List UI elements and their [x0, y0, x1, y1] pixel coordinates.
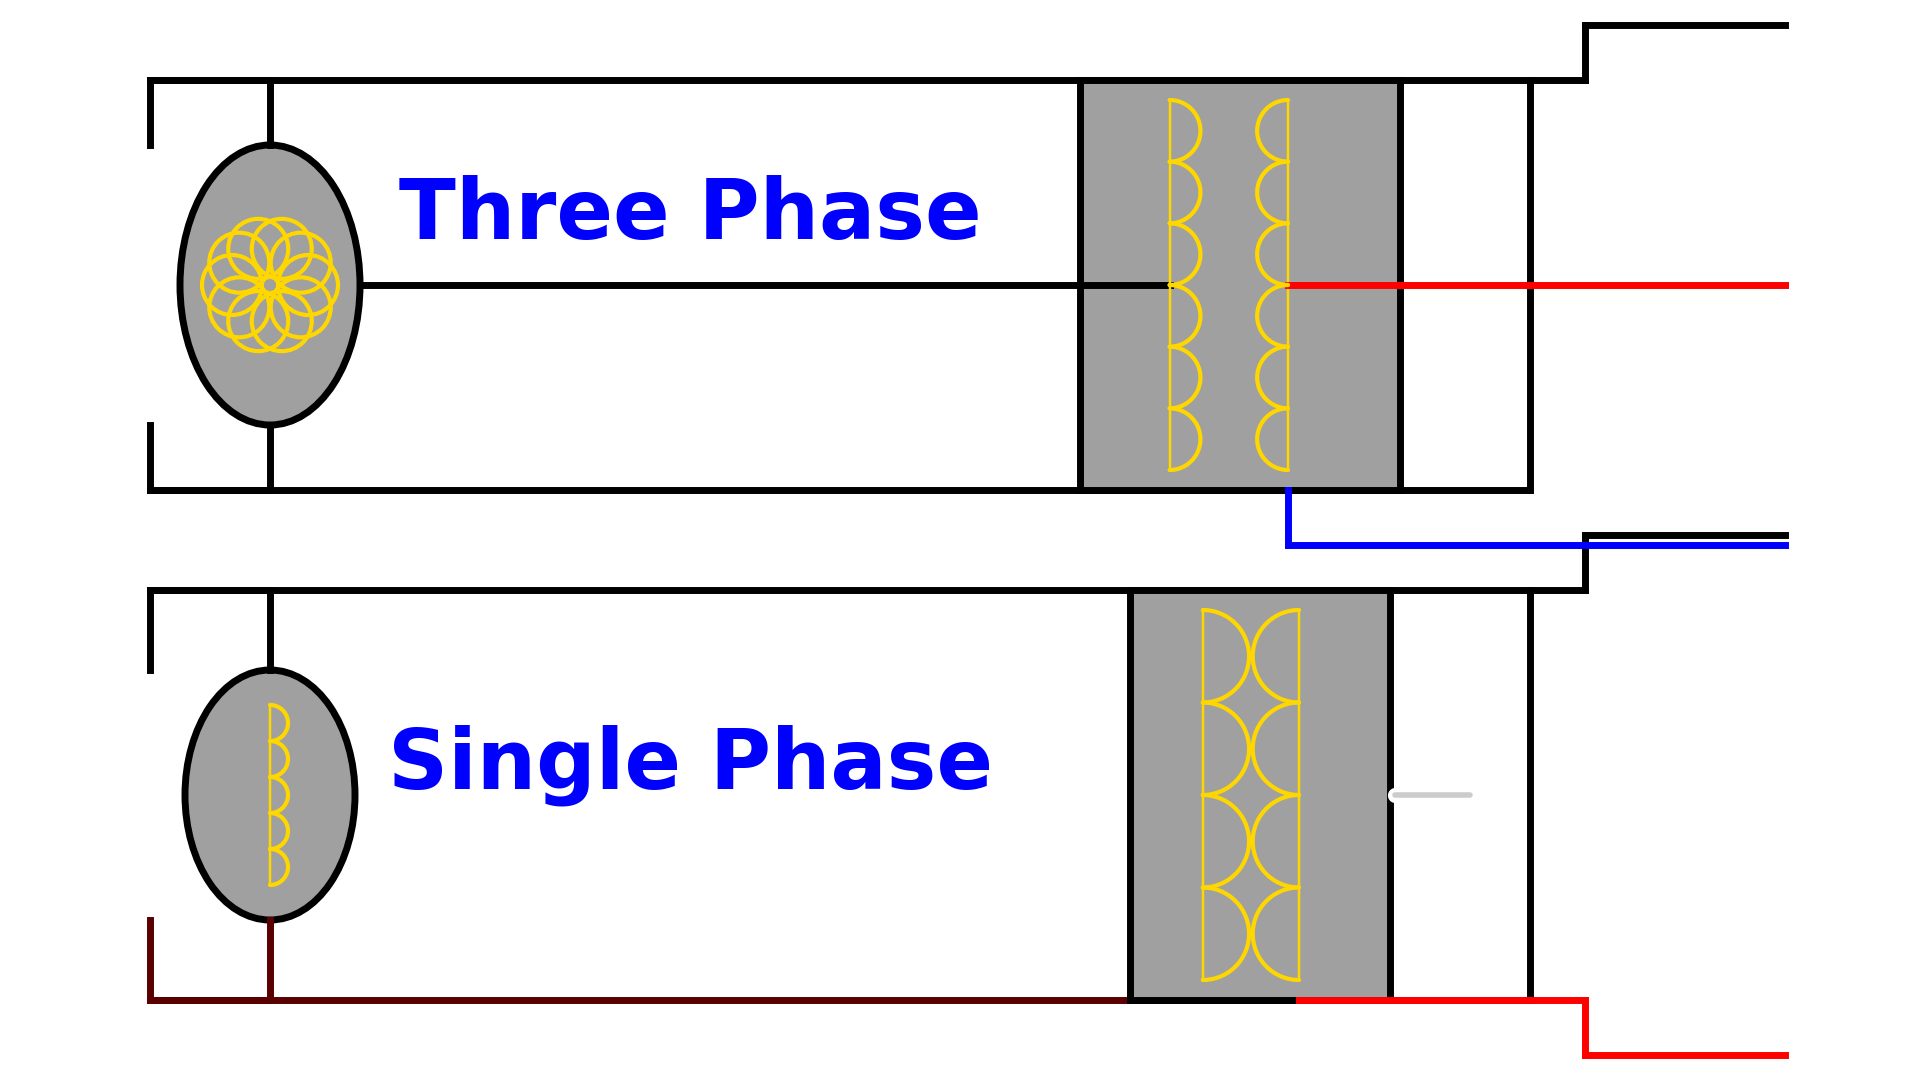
Text: Three Phase: Three Phase	[399, 175, 981, 256]
Bar	[1079, 80, 1400, 490]
Ellipse shape	[180, 145, 361, 426]
Ellipse shape	[184, 670, 355, 920]
Text: Single Phase: Single Phase	[388, 725, 993, 806]
Bar	[1131, 590, 1390, 1000]
